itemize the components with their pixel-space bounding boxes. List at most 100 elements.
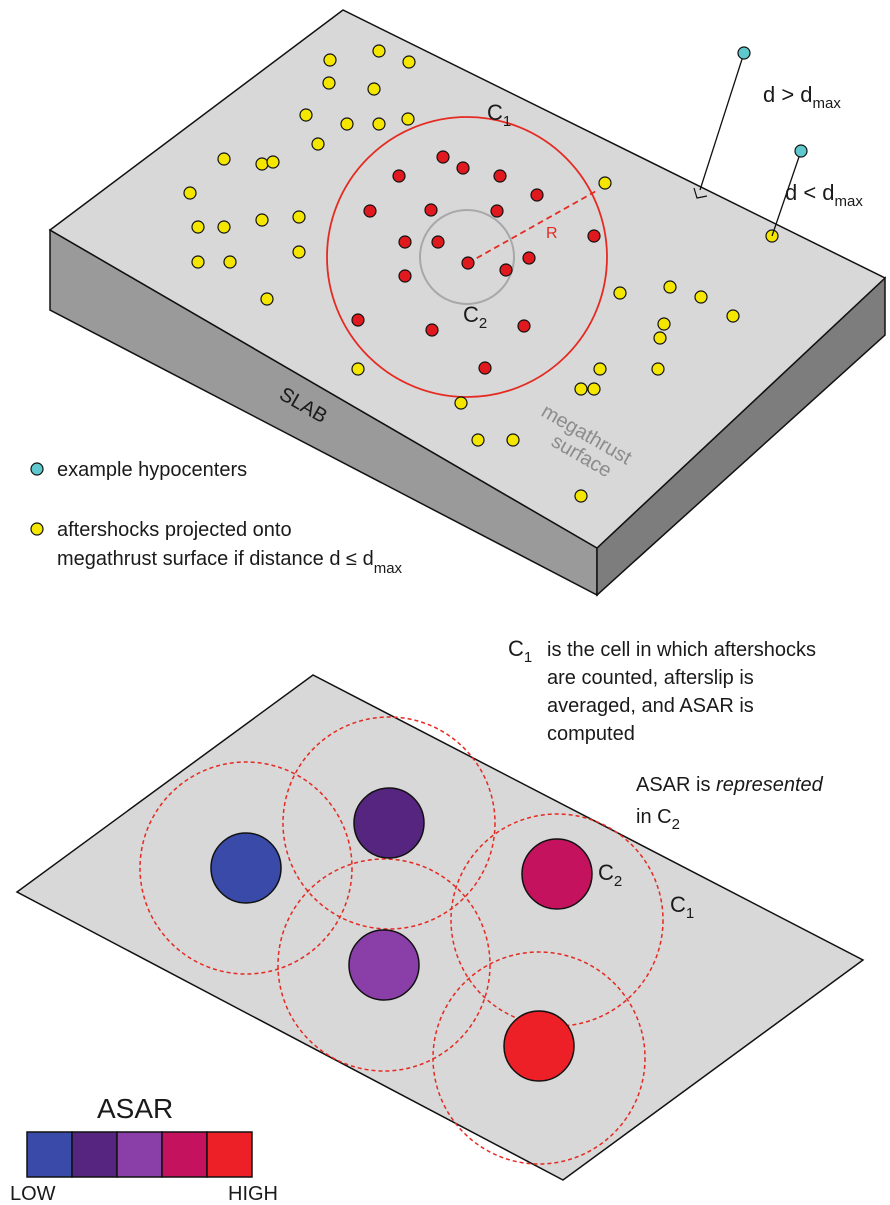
c1-cell-circle xyxy=(282,716,496,930)
colorbar-high: HIGH xyxy=(228,1183,278,1205)
radius-label: R xyxy=(546,225,558,242)
aftershock-point xyxy=(255,213,269,227)
hypocenter-near-line xyxy=(771,150,802,237)
cell-event-point xyxy=(436,150,450,164)
cell-c2-circle xyxy=(419,209,515,305)
cell-c1-circle xyxy=(326,116,608,398)
aftershock-point xyxy=(322,76,336,90)
aftershock-point xyxy=(292,245,306,259)
colorbar-swatch-4 xyxy=(161,1131,208,1178)
explain-c1-prefix: C1 xyxy=(508,636,532,666)
cell-event-point xyxy=(517,319,531,333)
aftershock-point xyxy=(598,176,612,190)
asar-represented-line2: in C2 xyxy=(636,806,680,833)
hypocenter-far xyxy=(737,46,751,60)
aftershock-point xyxy=(255,157,269,171)
aftershock-point xyxy=(266,155,280,169)
aftershock-point xyxy=(471,433,485,447)
aftershock-point xyxy=(223,255,237,269)
aftershock-group xyxy=(183,44,779,503)
colorbar-low: LOW xyxy=(10,1183,56,1205)
legend-aftershocks-line2: megathrust surface if distance d ≤ dmax xyxy=(57,548,403,577)
aftershock-point xyxy=(653,331,667,345)
explain-line2: are counted, afterslip is xyxy=(547,667,754,689)
aftershock-point xyxy=(657,317,671,331)
slab-block xyxy=(48,9,887,597)
cell-event-point xyxy=(530,188,544,202)
cell-event-point xyxy=(351,313,365,327)
aftershock-point xyxy=(613,286,627,300)
radius-line xyxy=(467,189,599,264)
asar-represented-line1: ASAR is represented xyxy=(636,774,824,796)
c1-bottom-label: C1 xyxy=(670,892,694,922)
cell-event-point xyxy=(425,323,439,337)
grid-surface xyxy=(15,674,865,1181)
c1-cell-circle xyxy=(450,813,664,1027)
aftershock-point xyxy=(340,117,354,131)
asar-cell-high-mid xyxy=(521,838,593,910)
aftershock-point xyxy=(372,44,386,58)
aftershock-point xyxy=(323,53,337,67)
aftershock-point xyxy=(402,55,416,69)
cell-event-point xyxy=(363,204,377,218)
cell-event-point xyxy=(431,235,445,249)
aftershock-point xyxy=(401,112,415,126)
legend-hypocenter-icon xyxy=(30,462,44,476)
aftershock-point xyxy=(574,382,588,396)
c1-cell-circles xyxy=(139,716,664,1165)
c1-cell-circle xyxy=(277,858,491,1072)
colorbar-swatch-5 xyxy=(206,1131,253,1178)
cell-event-point xyxy=(392,169,406,183)
aftershock-point xyxy=(694,290,708,304)
hypocenter-far-line xyxy=(699,52,745,191)
colorbar xyxy=(26,1131,253,1178)
hypocenter-near xyxy=(794,144,808,158)
asar-cells xyxy=(210,787,593,1082)
cell-event-point xyxy=(424,203,438,217)
aftershock-point xyxy=(726,309,740,323)
aftershock-point xyxy=(651,362,665,376)
aftershock-point xyxy=(292,210,306,224)
aftershock-point xyxy=(454,396,468,410)
explain-line3: averaged, and ASAR is xyxy=(547,695,754,717)
aftershock-point xyxy=(593,362,607,376)
megathrust-surface xyxy=(48,9,887,549)
cell-event-point xyxy=(493,169,507,183)
c1-cell-circle xyxy=(139,761,353,975)
cell-event-point xyxy=(499,263,513,277)
colorbar-swatch-2 xyxy=(71,1131,118,1178)
aftershock-point xyxy=(372,117,386,131)
explain-line4: computed xyxy=(547,723,635,745)
aftershock-point xyxy=(663,280,677,294)
cell-event-point xyxy=(398,235,412,249)
cell-event-point xyxy=(490,204,504,218)
asar-cell-mid xyxy=(348,929,420,1001)
aftershock-point xyxy=(191,220,205,234)
c1-cell-circle xyxy=(432,951,646,1165)
asar-cell-low xyxy=(210,832,282,904)
legend-hypocenters: example hypocenters xyxy=(57,459,247,481)
c2-top-label: C2 xyxy=(463,302,487,332)
cell-event-point xyxy=(478,361,492,375)
d-gt-label: d > dmax xyxy=(763,82,841,112)
explain-line1: is the cell in which aftershocks xyxy=(547,639,816,661)
aftershock-point xyxy=(351,362,365,376)
cell-event-group xyxy=(351,150,601,375)
colorbar-swatch-1 xyxy=(26,1131,73,1178)
c1-top-label: C1 xyxy=(487,100,511,130)
aftershock-point xyxy=(574,489,588,503)
aftershock-point xyxy=(367,82,381,96)
colorbar-title: ASAR xyxy=(97,1093,173,1124)
cell-event-point xyxy=(398,269,412,283)
colorbar-swatch-3 xyxy=(116,1131,163,1178)
legend-aftershocks-line1: aftershocks projected onto xyxy=(57,519,292,541)
asar-cell-low-mid xyxy=(353,787,425,859)
cell-event-point xyxy=(522,251,536,265)
aftershock-point xyxy=(260,292,274,306)
aftershock-point xyxy=(183,186,197,200)
d-lt-label: d < dmax xyxy=(785,180,863,210)
asar-cell-high xyxy=(503,1010,575,1082)
c2-bottom-label: C2 xyxy=(598,860,622,890)
cell-event-point xyxy=(456,161,470,175)
